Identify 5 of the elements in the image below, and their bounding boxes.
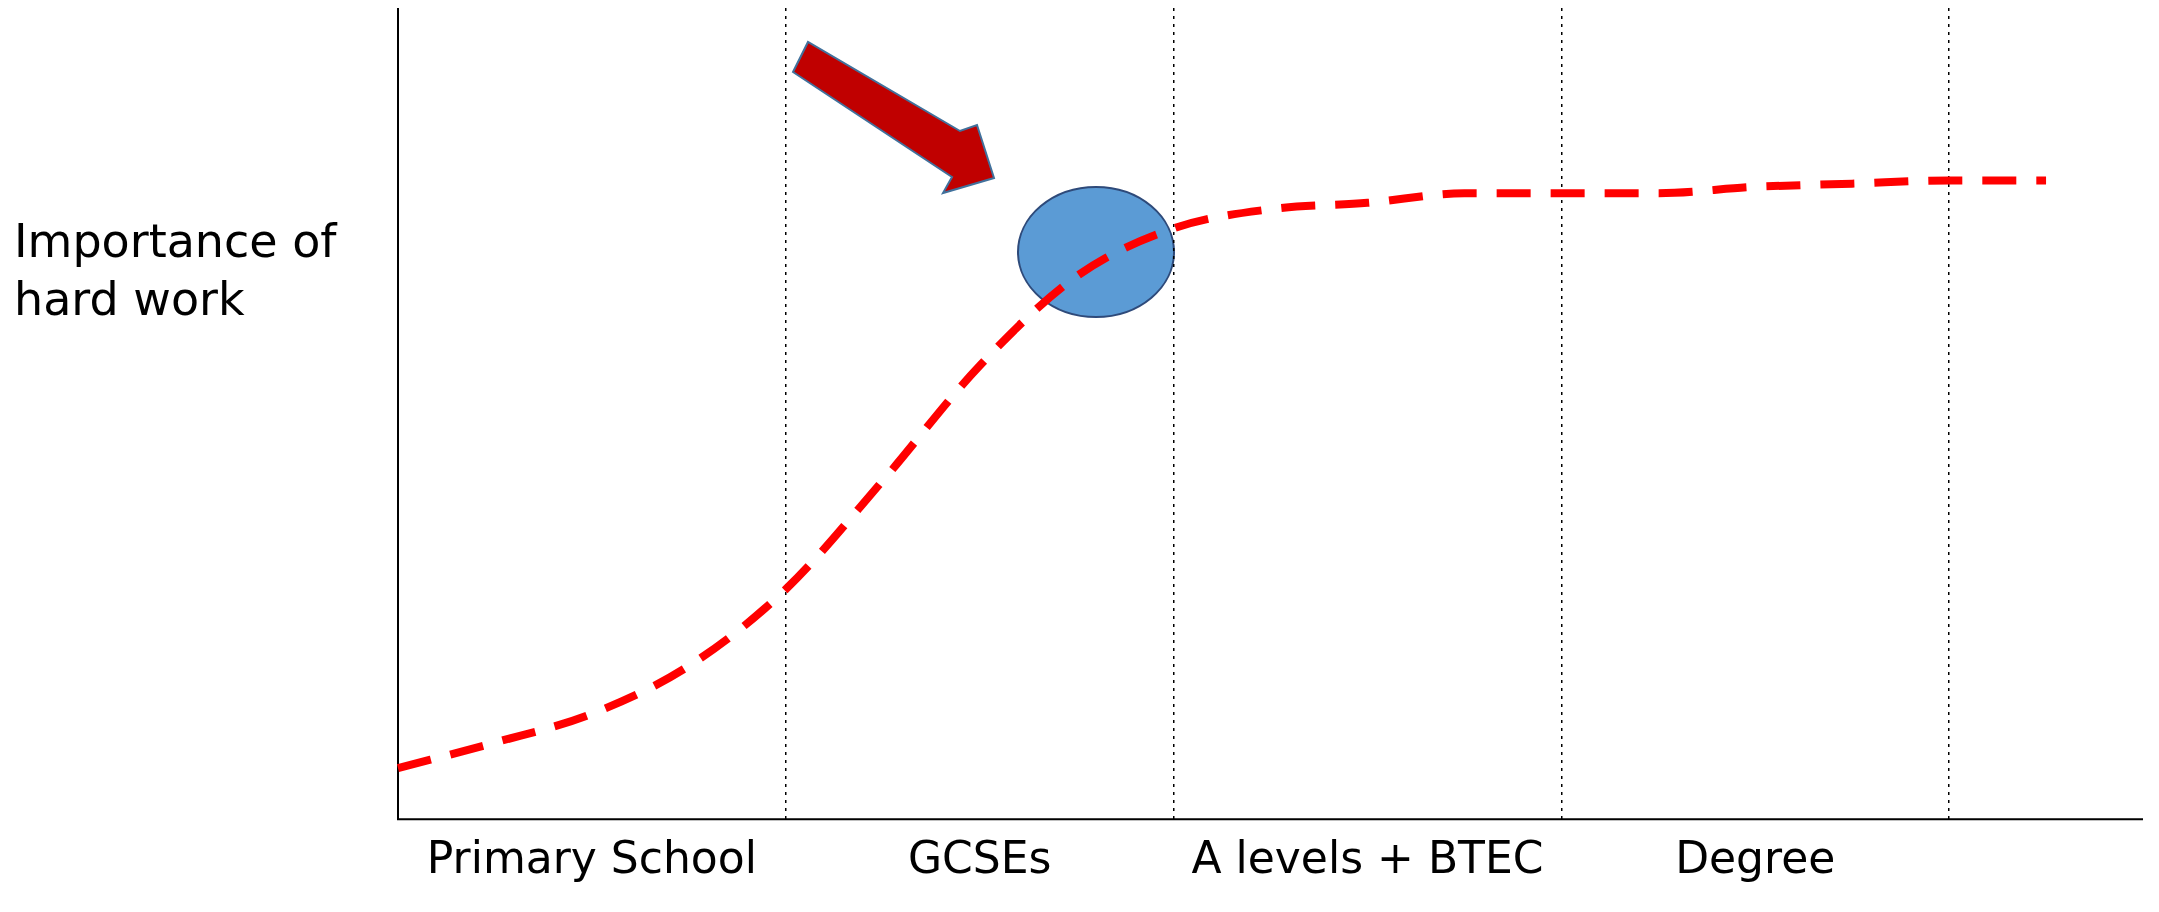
y-axis-title: Importance of hard work	[14, 213, 339, 328]
x-tick-label: Primary School	[426, 832, 757, 884]
x-tick-label: GCSEs	[907, 832, 1052, 884]
x-tick-label: Degree	[1675, 832, 1836, 884]
x-tick-label: A levels + BTEC	[1191, 832, 1544, 884]
